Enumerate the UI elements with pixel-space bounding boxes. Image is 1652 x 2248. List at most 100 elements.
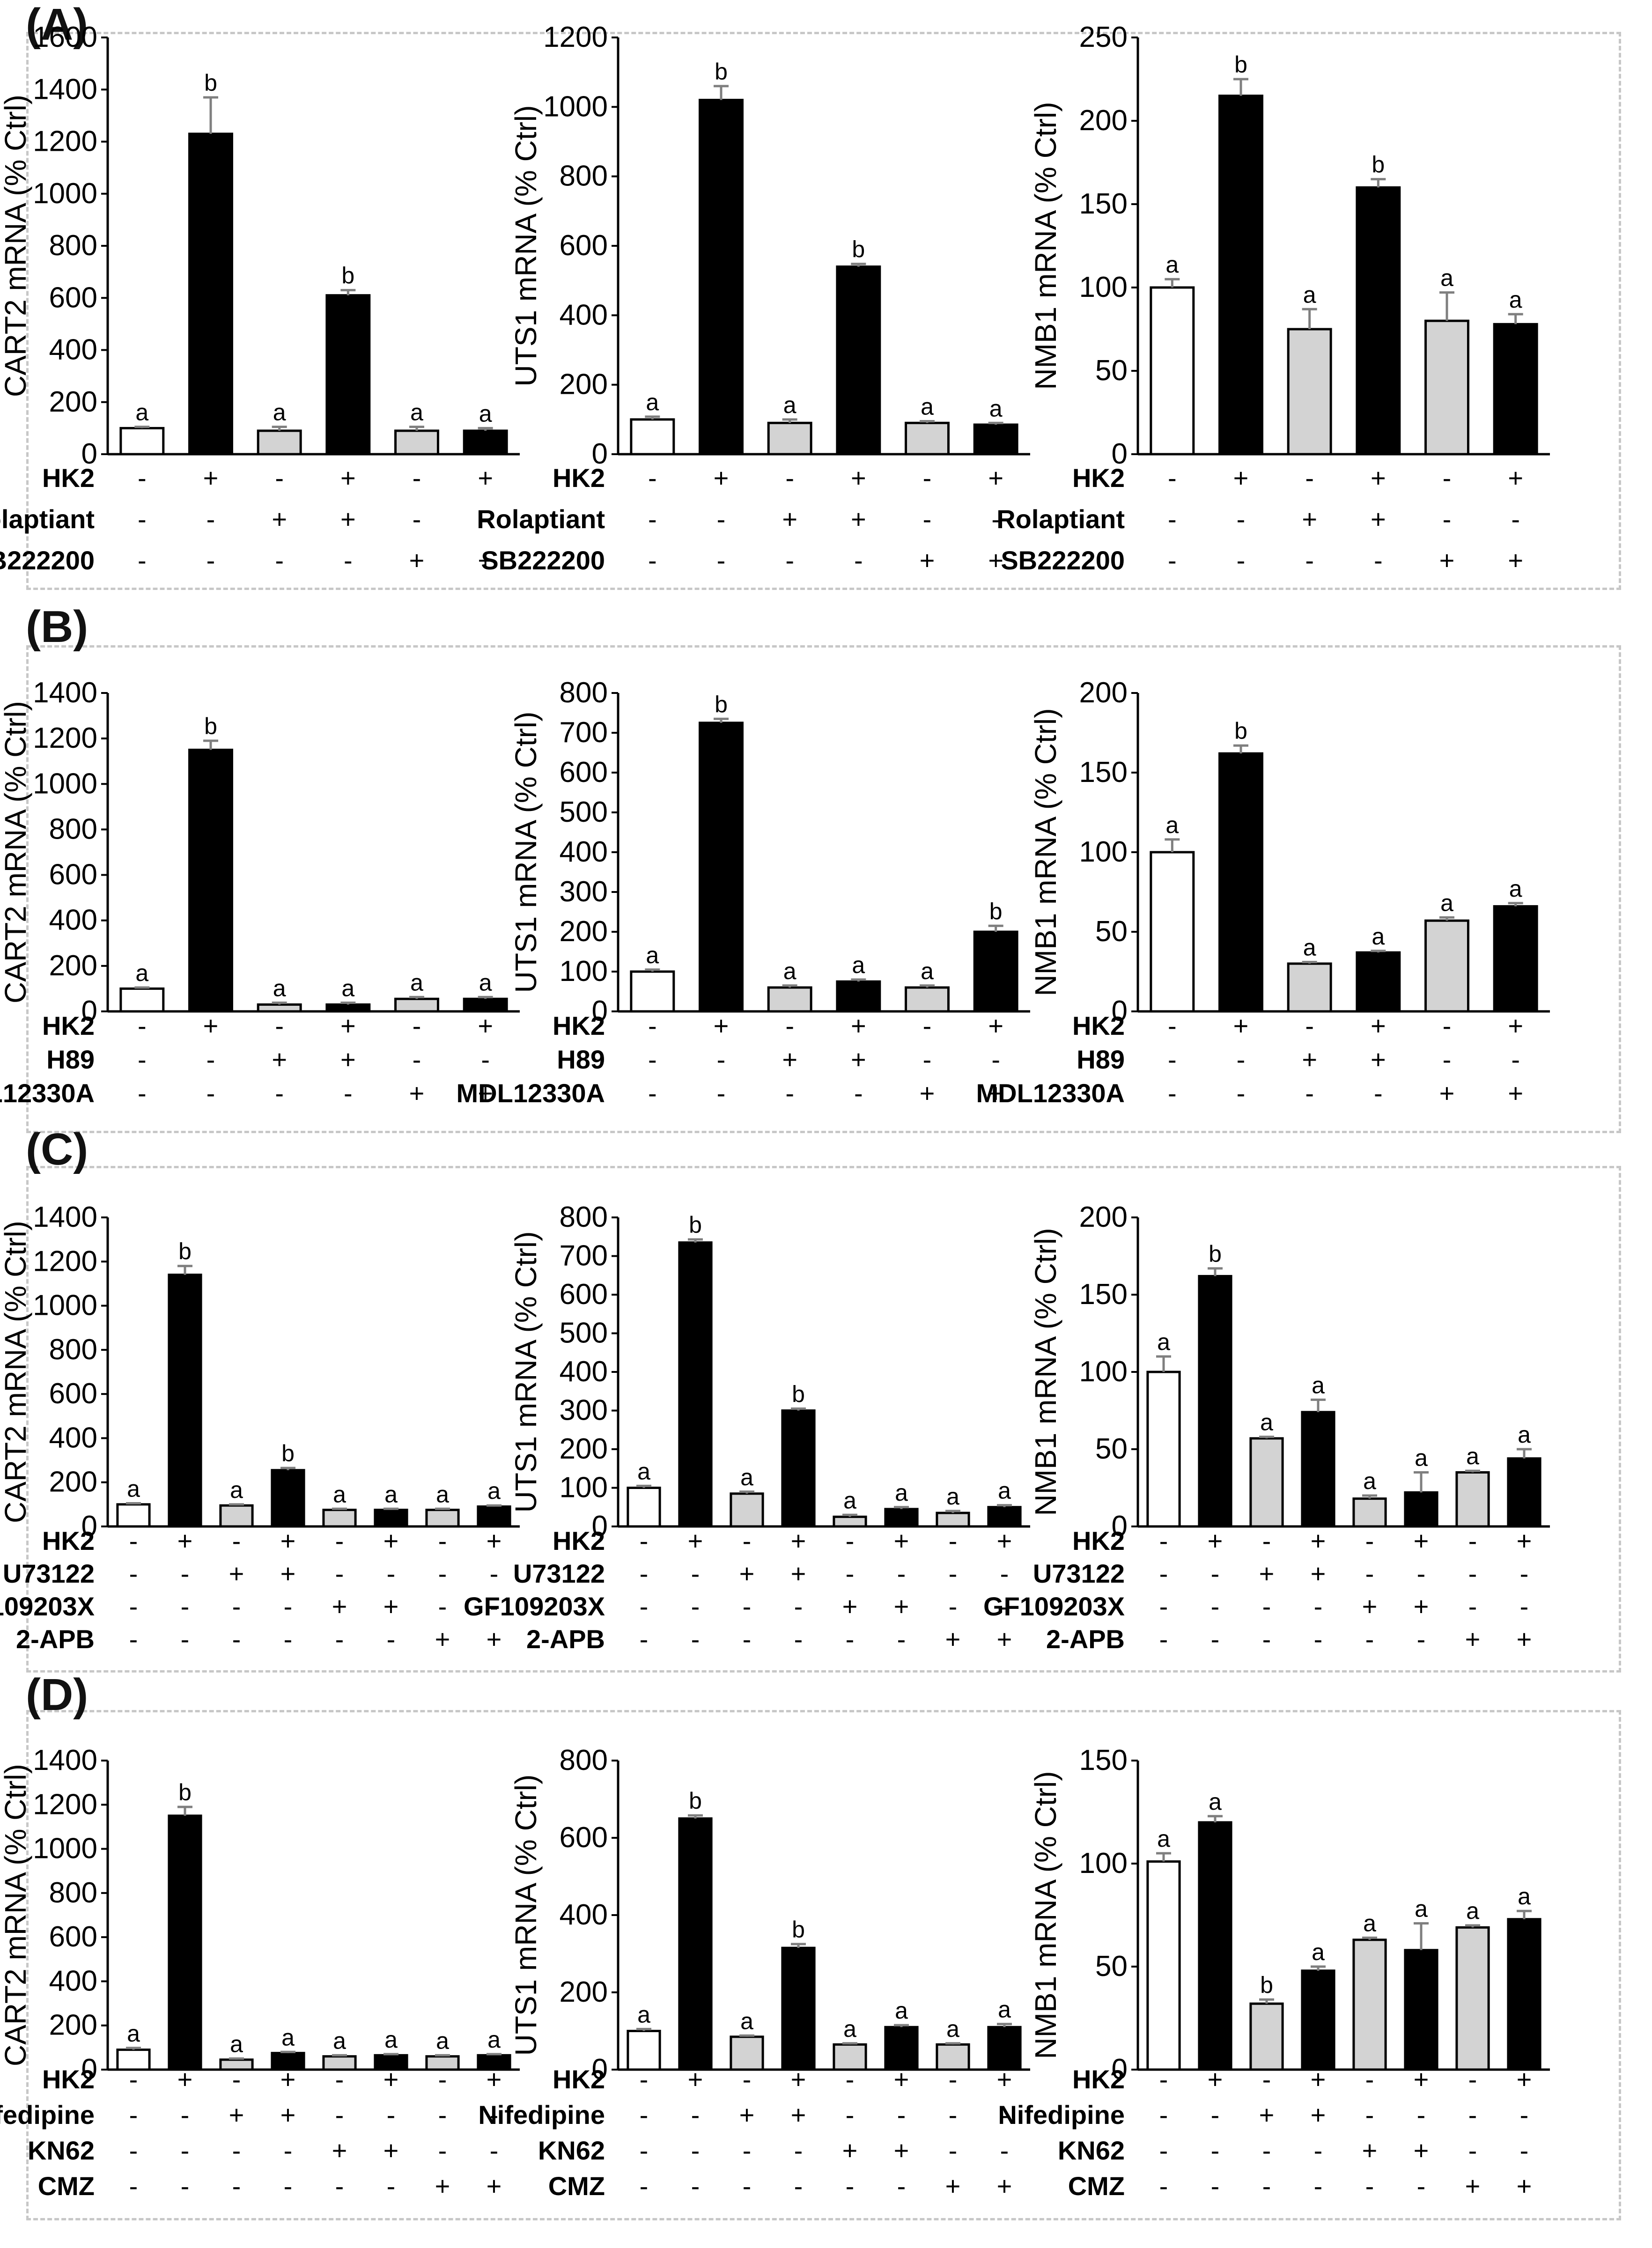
treatment-sign: - bbox=[846, 1624, 855, 1654]
treatment-sign: - bbox=[717, 545, 726, 575]
panel-d-frame bbox=[26, 1710, 1621, 2220]
treatment-sign: - bbox=[846, 1526, 855, 1555]
treatment-sign: - bbox=[785, 545, 794, 575]
significance-letter: a bbox=[487, 1478, 501, 1504]
treatment-label: HK2 bbox=[1072, 1011, 1125, 1040]
y-tick-label: 400 bbox=[49, 334, 97, 366]
bar bbox=[884, 1508, 919, 1528]
treatment-sign: + bbox=[272, 504, 287, 534]
treatment-sign: + bbox=[894, 1592, 909, 1621]
bar bbox=[678, 1817, 713, 2071]
bar bbox=[325, 1003, 371, 1013]
bar bbox=[1146, 1860, 1181, 2071]
significance-letter: b bbox=[689, 1212, 702, 1238]
treatment-sign: - bbox=[1374, 1078, 1383, 1108]
y-tick-label: 200 bbox=[49, 2009, 97, 2042]
treatment-sign: + bbox=[1371, 1045, 1386, 1074]
bar bbox=[936, 1511, 970, 1528]
treatment-sign: - bbox=[897, 2171, 906, 2201]
treatment-sign: + bbox=[1371, 463, 1386, 493]
treatment-sign: - bbox=[648, 545, 657, 575]
treatment-sign: - bbox=[743, 1526, 752, 1555]
treatment-sign: - bbox=[854, 1078, 863, 1108]
significance-letter: b bbox=[792, 1916, 805, 1943]
significance-letter: b bbox=[204, 70, 217, 96]
significance-letter: a bbox=[135, 960, 148, 986]
treatment-sign: - bbox=[1159, 2171, 1168, 2201]
treatment-sign: - bbox=[335, 1624, 344, 1654]
significance-letter: a bbox=[333, 2027, 346, 2054]
treatment-sign: - bbox=[232, 2064, 241, 2094]
bar bbox=[374, 1509, 408, 1528]
treatment-sign: - bbox=[138, 1045, 147, 1074]
significance-letter: a bbox=[1363, 1468, 1376, 1494]
y-tick-label: 0 bbox=[1112, 438, 1128, 470]
treatment-sign: - bbox=[691, 1559, 700, 1588]
bar bbox=[1507, 1457, 1541, 1528]
bar bbox=[1493, 905, 1538, 1013]
treatment-sign: - bbox=[1511, 1045, 1520, 1074]
treatment-label: 2-APB bbox=[16, 1624, 95, 1654]
bar bbox=[1455, 1471, 1490, 1528]
treatment-sign: - bbox=[743, 2171, 752, 2201]
y-tick-label: 400 bbox=[49, 1422, 97, 1454]
treatment-sign: - bbox=[794, 1592, 803, 1621]
y-tick-label: 1200 bbox=[33, 1788, 97, 1821]
bar bbox=[463, 997, 508, 1013]
treatment-sign: + bbox=[894, 1526, 909, 1555]
treatment-sign: - bbox=[129, 2171, 138, 2201]
treatment-sign: + bbox=[739, 2100, 755, 2130]
y-tick-label: 0 bbox=[81, 1510, 97, 1542]
treatment-sign: + bbox=[1302, 504, 1317, 534]
treatment-sign: - bbox=[640, 2064, 649, 2094]
treatment-sign: - bbox=[691, 1624, 700, 1654]
panel-b-frame bbox=[26, 645, 1621, 1133]
treatment-sign: - bbox=[335, 2171, 344, 2201]
panel-label-c: (C) bbox=[26, 1124, 88, 1174]
treatment-sign: - bbox=[284, 2171, 293, 2201]
treatment-sign: + bbox=[851, 463, 866, 493]
treatment-sign: - bbox=[1159, 1592, 1168, 1621]
significance-letter: b bbox=[1260, 1972, 1273, 1998]
significance-letter: a bbox=[1415, 1896, 1428, 1922]
panel-a-frame bbox=[26, 32, 1621, 590]
treatment-sign: + bbox=[894, 2064, 909, 2094]
significance-letter: a bbox=[479, 400, 492, 427]
significance-letter: b bbox=[1234, 52, 1247, 78]
bar bbox=[767, 421, 812, 456]
bar bbox=[781, 1409, 816, 1528]
treatment-label: SB222200 bbox=[481, 545, 605, 575]
treatment-sign: - bbox=[743, 2136, 752, 2165]
treatment-label: Rolaptiant bbox=[0, 504, 95, 534]
y-tick-label: 1400 bbox=[33, 1744, 97, 1776]
treatment-label: HK2 bbox=[42, 2064, 95, 2094]
treatment-sign: + bbox=[1517, 2171, 1532, 2201]
bar bbox=[627, 1487, 661, 1528]
bar-chart-a-3: 0 50 100 150 200 250 NMB1 mRNA (% Ctrl) a b a b a a H… bbox=[996, 21, 1550, 575]
y-tick-label: 600 bbox=[560, 229, 608, 262]
treatment-sign: + bbox=[280, 1559, 296, 1588]
treatment-sign: + bbox=[1414, 1592, 1429, 1621]
treatment-sign: - bbox=[1314, 1624, 1323, 1654]
treatment-sign: - bbox=[854, 545, 863, 575]
treatment-sign: + bbox=[280, 2064, 296, 2094]
y-tick-label: 700 bbox=[560, 716, 608, 749]
treatment-sign: - bbox=[1314, 2136, 1323, 2165]
y-axis-label: NMB1 mRNA (% Ctrl) bbox=[1029, 1228, 1062, 1516]
y-tick-label: 400 bbox=[49, 1965, 97, 1997]
treatment-sign: + bbox=[739, 1559, 755, 1588]
treatment-sign: + bbox=[487, 2064, 502, 2094]
treatment-label: Nifedipine bbox=[478, 2100, 605, 2130]
treatment-sign: - bbox=[1000, 2136, 1009, 2165]
treatment-sign: - bbox=[490, 1592, 499, 1621]
significance-letter: a bbox=[998, 1478, 1011, 1504]
treatment-sign: - bbox=[1262, 1592, 1271, 1621]
y-tick-label: 800 bbox=[49, 229, 97, 262]
treatment-sign: + bbox=[340, 504, 356, 534]
treatment-sign: + bbox=[1311, 2064, 1326, 2094]
y-tick-label: 150 bbox=[1079, 1278, 1128, 1311]
treatment-sign: - bbox=[387, 1559, 396, 1588]
significance-letter: a bbox=[895, 1997, 908, 2024]
treatment-sign: - bbox=[691, 1592, 700, 1621]
